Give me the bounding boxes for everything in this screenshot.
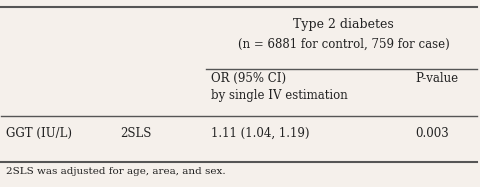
Text: (n = 6881 for control, 759 for case): (n = 6881 for control, 759 for case)	[238, 38, 450, 51]
Text: Type 2 diabetes: Type 2 diabetes	[293, 18, 394, 31]
Text: 1.11 (1.04, 1.19): 1.11 (1.04, 1.19)	[211, 127, 309, 140]
Text: 2SLS was adjusted for age, area, and sex.: 2SLS was adjusted for age, area, and sex…	[6, 167, 226, 176]
Text: 2SLS: 2SLS	[120, 127, 152, 140]
Text: GGT (IU/L): GGT (IU/L)	[6, 127, 72, 140]
Text: P-value: P-value	[415, 72, 458, 85]
Text: OR (95% CI)
by single IV estimation: OR (95% CI) by single IV estimation	[211, 72, 348, 102]
Text: 0.003: 0.003	[415, 127, 449, 140]
